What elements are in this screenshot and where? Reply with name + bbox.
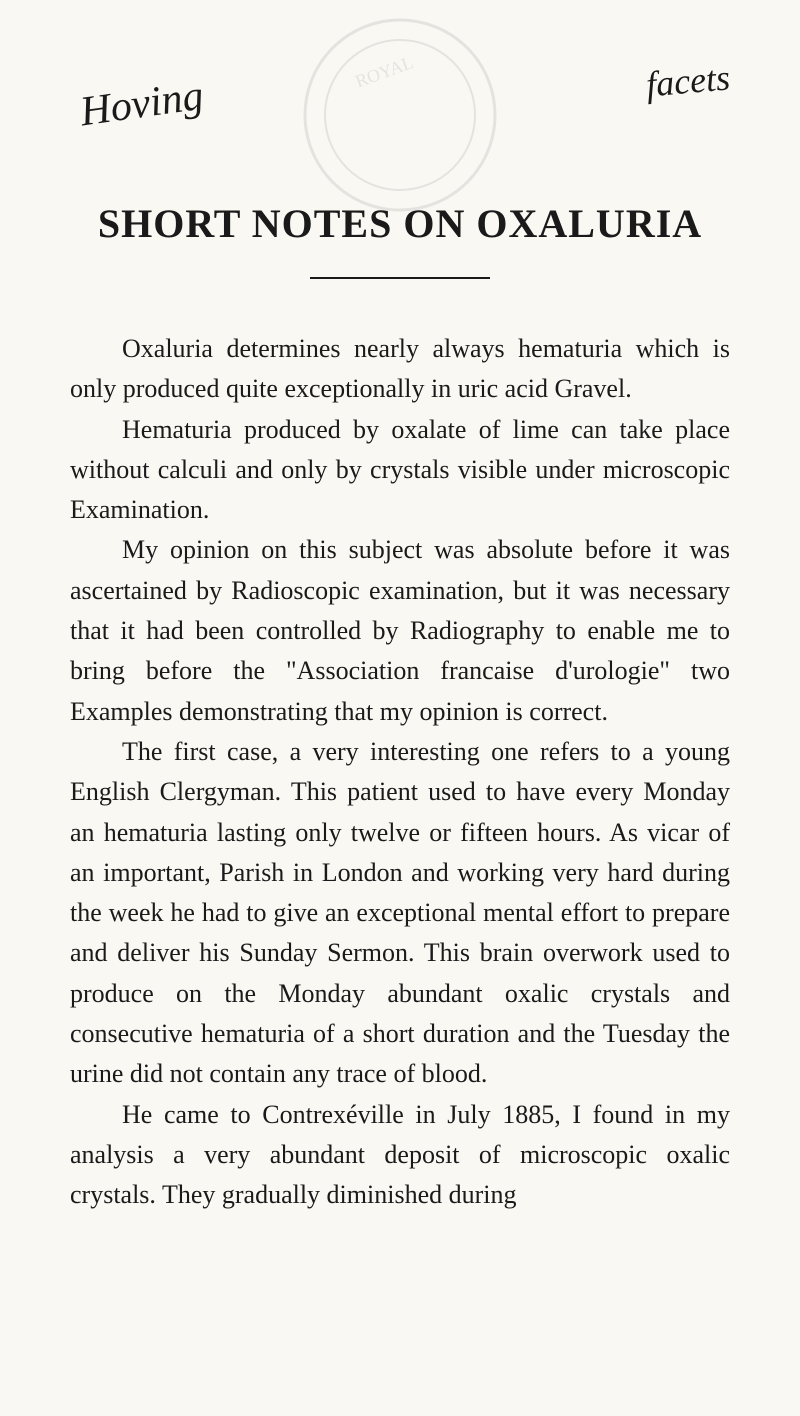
document-body: Oxaluria determines nearly always hematu… <box>70 329 730 1216</box>
paragraph: Hematuria produced by oxalate of lime ca… <box>70 410 730 531</box>
paragraph: Oxaluria determines nearly always hematu… <box>70 329 730 410</box>
handwriting-annotations: Hoving facets <box>70 60 730 180</box>
page-title: SHORT NOTES ON OXALURIA <box>70 200 730 247</box>
title-section: SHORT NOTES ON OXALURIA <box>70 200 730 279</box>
paragraph: My opinion on this subject was absolute … <box>70 530 730 731</box>
handwriting-left: Hoving <box>77 72 206 137</box>
handwriting-right: facets <box>644 56 731 105</box>
paragraph: He came to Contrexéville in July 1885, I… <box>70 1095 730 1216</box>
paragraph: The first case, a very interesting one r… <box>70 732 730 1095</box>
title-underline <box>310 277 490 279</box>
